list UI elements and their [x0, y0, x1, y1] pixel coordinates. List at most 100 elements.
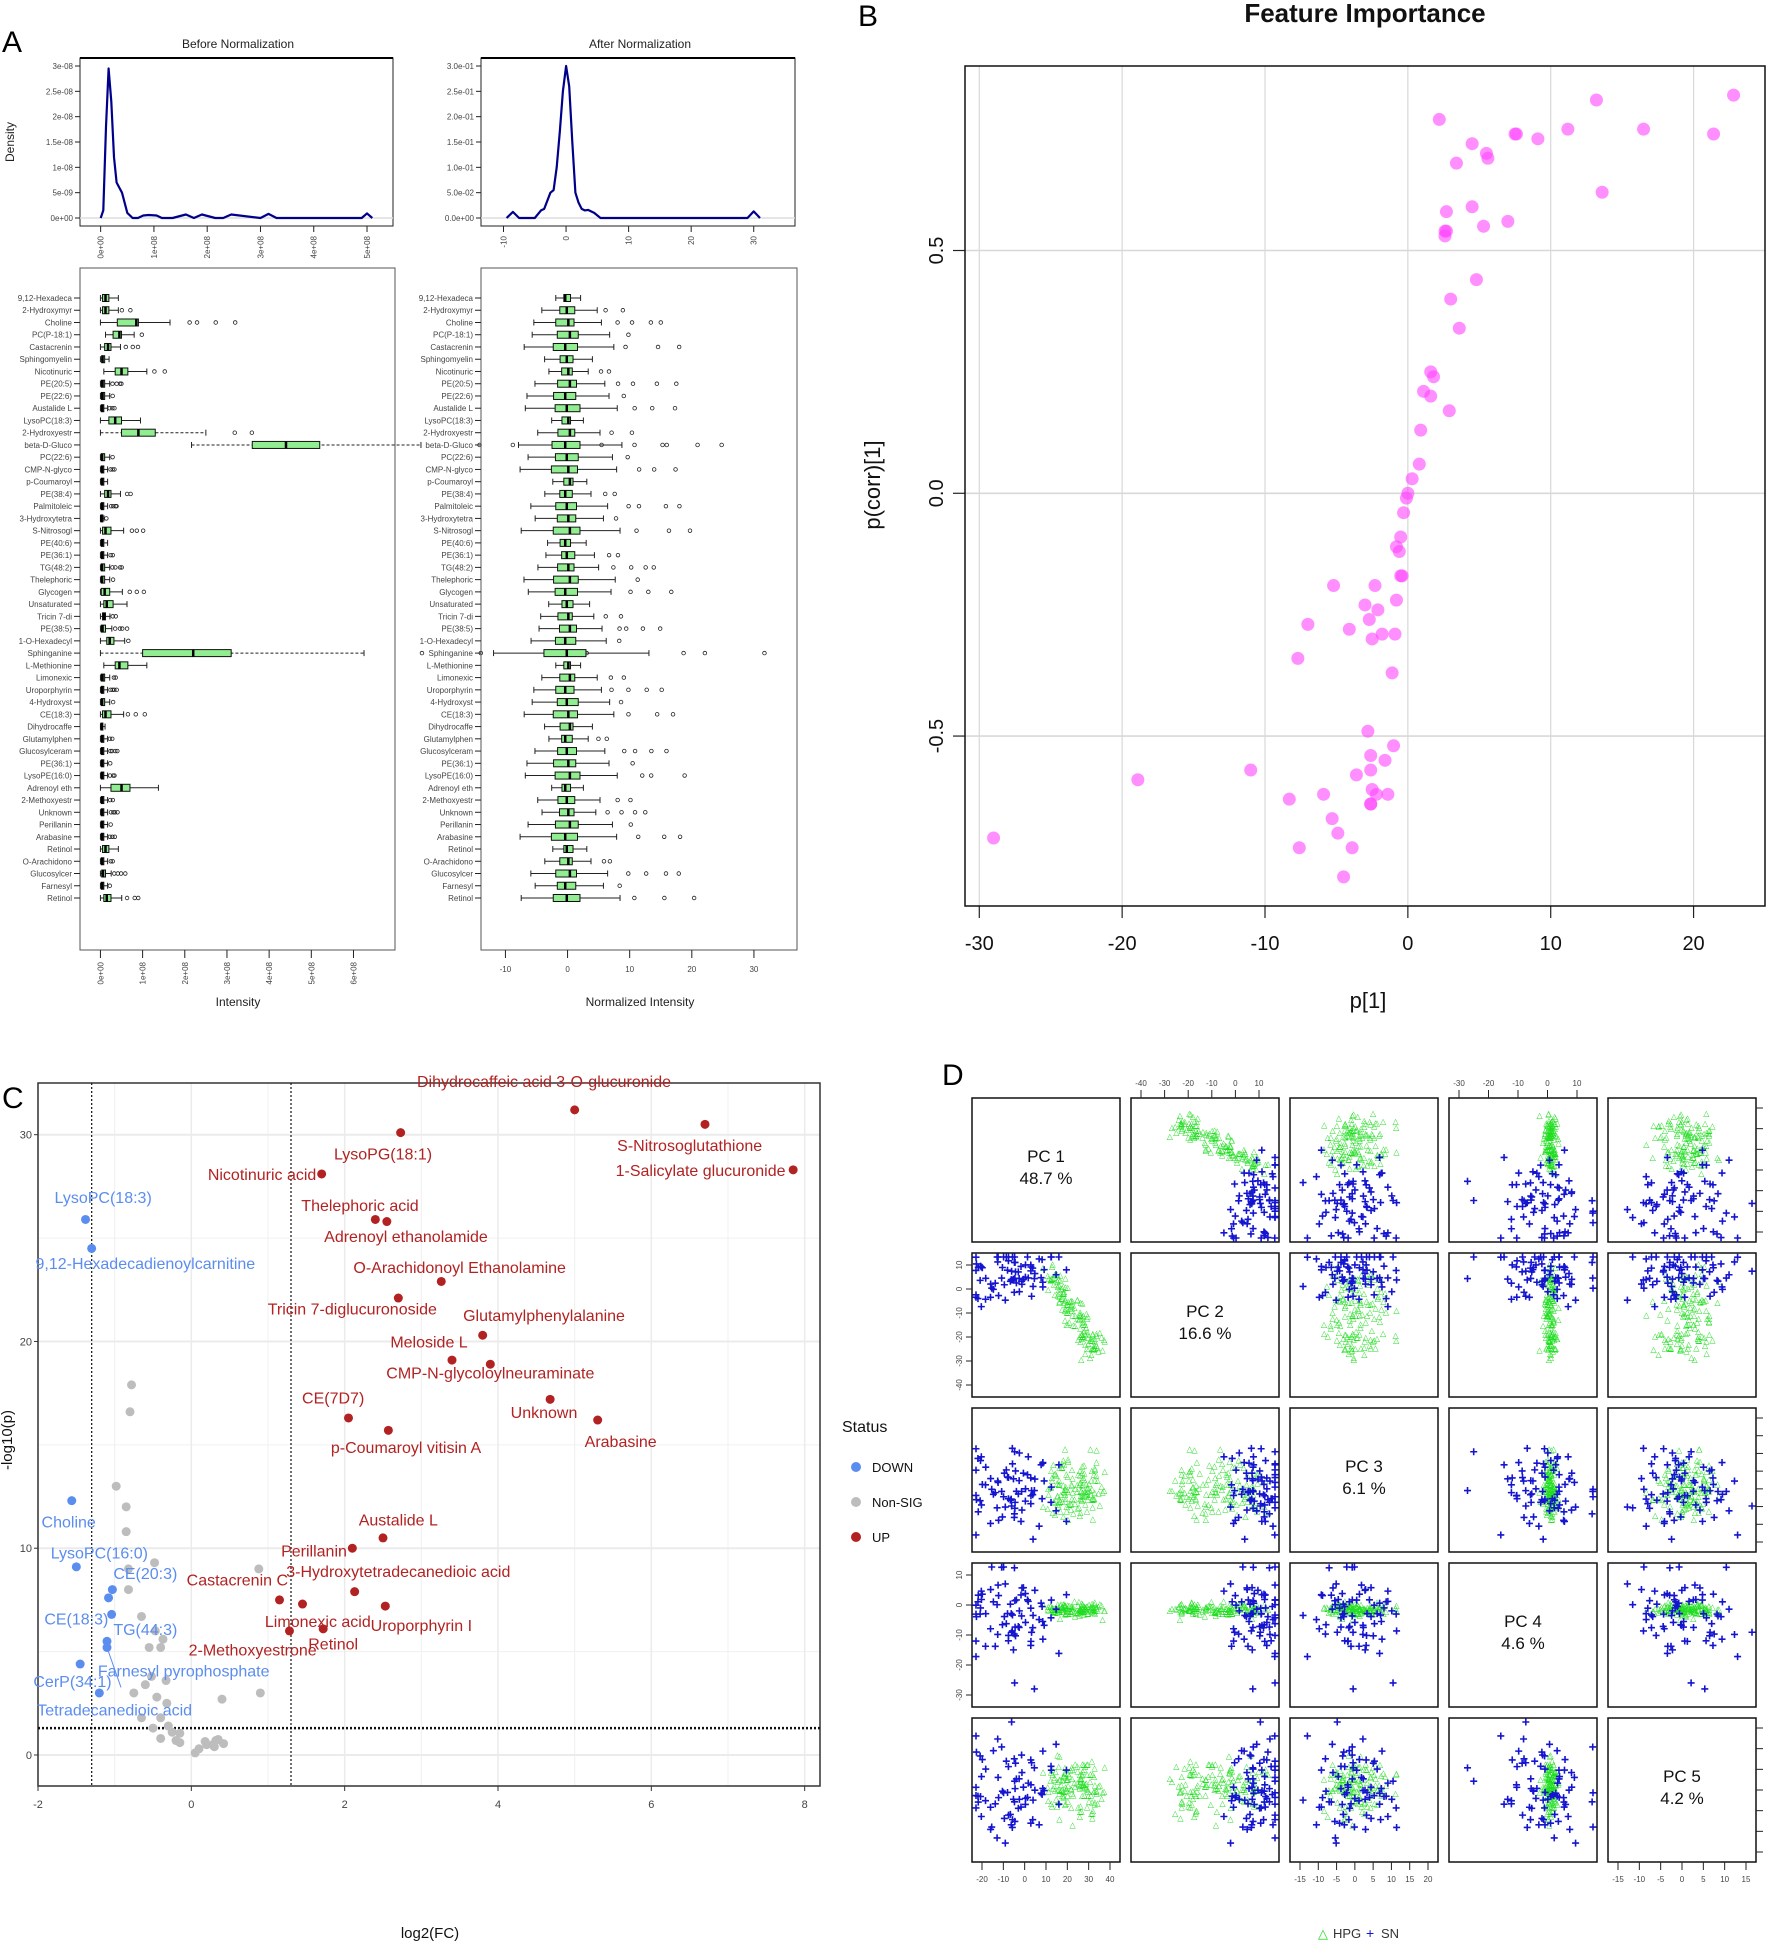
- c-point-nonsig: [146, 1671, 156, 1681]
- pca-point-hpg: △: [1093, 1602, 1100, 1611]
- pca-point-hpg: △: [1704, 1349, 1711, 1358]
- pca-point-hpg: △: [1101, 1335, 1108, 1344]
- pca-point-hpg: △: [1209, 1133, 1216, 1142]
- pca-point-hpg: △: [1055, 1599, 1062, 1608]
- pca-point-hpg: △: [1701, 1474, 1708, 1483]
- pca-point-hpg: △: [1542, 1125, 1549, 1134]
- pca-point-sn: [1228, 1225, 1236, 1233]
- pca-point-sn: [1529, 1477, 1537, 1485]
- pca-point-hpg: △: [1178, 1494, 1185, 1503]
- pca-point-hpg: △: [1550, 1128, 1557, 1137]
- pca-point-hpg: △: [1079, 1598, 1086, 1607]
- pca-point-hpg: △: [1676, 1292, 1683, 1301]
- pca-point-hpg: △: [1548, 1145, 1555, 1154]
- pca-point-hpg: △: [1088, 1604, 1095, 1613]
- pca-point-hpg: △: [1545, 1280, 1552, 1289]
- pca-point-hpg: △: [1543, 1333, 1550, 1342]
- pca-point-hpg: △: [1546, 1295, 1553, 1304]
- c-point-nonsig: [175, 1738, 185, 1748]
- pca-point-hpg: △: [1547, 1282, 1554, 1291]
- pca-point-sn: [1037, 1274, 1045, 1282]
- pca-point-hpg: △: [1097, 1328, 1104, 1337]
- pca-point-hpg: △: [1059, 1304, 1066, 1313]
- pca-point-sn: [1004, 1266, 1012, 1274]
- pca-point-hpg: △: [1549, 1312, 1556, 1321]
- pca-point-hpg: △: [1687, 1480, 1694, 1489]
- density-after-plot: 0.0e+005.0e-021.0e-011.5e-012.0e-012.5e-…: [445, 57, 796, 248]
- pca-point-hpg: △: [1176, 1115, 1183, 1124]
- pca-point-sn: [1562, 1273, 1570, 1281]
- pca-point-hpg: △: [1048, 1600, 1055, 1609]
- c-label-up: Perillanin: [281, 1543, 347, 1560]
- box-outlier: [124, 491, 130, 497]
- pca-point-hpg: △: [1239, 1164, 1246, 1173]
- pca-point-hpg: △: [1173, 1762, 1180, 1771]
- feature-label: PE(36:1): [40, 551, 72, 560]
- pca-point-sn: [1329, 1189, 1337, 1197]
- pca-point-hpg: △: [1658, 1330, 1665, 1339]
- pca-point-hpg: △: [1347, 1315, 1354, 1324]
- pca-point-hpg: △: [1062, 1295, 1069, 1304]
- feature-label: PE(40:6): [40, 539, 72, 548]
- pca-point-hpg: △: [1547, 1491, 1554, 1500]
- pca-point-sn: [1021, 1497, 1029, 1505]
- box-outlier: [124, 895, 130, 901]
- pca-point-hpg: △: [1321, 1121, 1328, 1130]
- pca-cell-r4-c1: △ △△△△△ △△△ △△ △△△△△△△△ △△△△△ △△△△ △△△ △△ △ △△ △△△△…: [971, 1562, 1121, 1708]
- b-point: [1378, 753, 1392, 767]
- pca-point-hpg: △: [1063, 1282, 1070, 1291]
- pca-point-hpg: △: [1332, 1271, 1339, 1280]
- pca-point-hpg: △: [1546, 1309, 1553, 1318]
- pca-point-hpg: △: [1187, 1466, 1194, 1475]
- pca-point-hpg: △: [1251, 1473, 1258, 1482]
- pca-point-hpg: △: [1546, 1146, 1553, 1155]
- pca-point-hpg: △: [1547, 1155, 1554, 1164]
- pca-point-hpg: △: [1070, 1320, 1077, 1329]
- pca-point-hpg: △: [1547, 1466, 1554, 1475]
- feature-label: 2-Methoxyestr: [21, 796, 72, 805]
- pca-point-hpg: △: [1065, 1515, 1072, 1524]
- pca-point-hpg: △: [1190, 1131, 1197, 1140]
- pca-point-hpg: △: [1057, 1497, 1064, 1506]
- pca-point-hpg: △: [1203, 1603, 1210, 1612]
- feature-importance-title: Feature Importance: [1244, 0, 1485, 28]
- b-point: [1439, 205, 1453, 219]
- pca-point-sn: [1363, 1203, 1371, 1211]
- box-outlier: [107, 736, 113, 742]
- pca-point-hpg: △: [1068, 1296, 1075, 1305]
- density-x-tick-label: 3e+08: [256, 235, 265, 258]
- feature-label: TG(48:2): [441, 563, 473, 572]
- pca-point-sn: [972, 1260, 980, 1268]
- pca-point-hpg: △: [1550, 1150, 1557, 1159]
- c-point-nonsig: [148, 1723, 158, 1733]
- pca-point-hpg: △: [1203, 1130, 1210, 1139]
- box-outlier: [669, 589, 674, 595]
- pca-point-hpg: △: [1380, 1145, 1387, 1154]
- pca-point-hpg: △: [1193, 1125, 1200, 1134]
- pca-point-hpg: △: [1079, 1334, 1086, 1343]
- pca-point-hpg: △: [1553, 1114, 1560, 1123]
- c-x-tick-label: -2: [33, 1799, 43, 1811]
- pca-point-hpg: △: [1077, 1605, 1084, 1614]
- box-outlier: [232, 430, 237, 435]
- pca-point-hpg: △: [1102, 1336, 1109, 1345]
- pca-point-hpg: △: [1679, 1117, 1686, 1126]
- pca-point-hpg: △: [1546, 1307, 1553, 1316]
- box-outlier: [762, 650, 767, 656]
- pca-point-hpg: △: [1552, 1283, 1559, 1292]
- feature-label: p-Coumaroyl: [427, 478, 473, 487]
- pca-point-sn: [1269, 1173, 1277, 1181]
- feature-label: TG(48:2): [40, 563, 72, 572]
- pca-point-hpg: △: [1551, 1147, 1558, 1156]
- box-outlier: [110, 406, 115, 411]
- pca-point-hpg: △: [1351, 1123, 1358, 1132]
- pca-point-hpg: △: [1544, 1132, 1551, 1141]
- pca-point-hpg: △: [1393, 1123, 1400, 1132]
- pca-point-sn: [1331, 1253, 1339, 1261]
- pca-point-hpg: △: [1709, 1603, 1716, 1612]
- b-point: [1427, 370, 1441, 384]
- pca-point-hpg: △: [1357, 1130, 1364, 1139]
- pca-point-hpg: △: [1696, 1336, 1703, 1345]
- density-x-tick-label: -10: [500, 235, 509, 247]
- pca-point-hpg: △: [1332, 1301, 1339, 1310]
